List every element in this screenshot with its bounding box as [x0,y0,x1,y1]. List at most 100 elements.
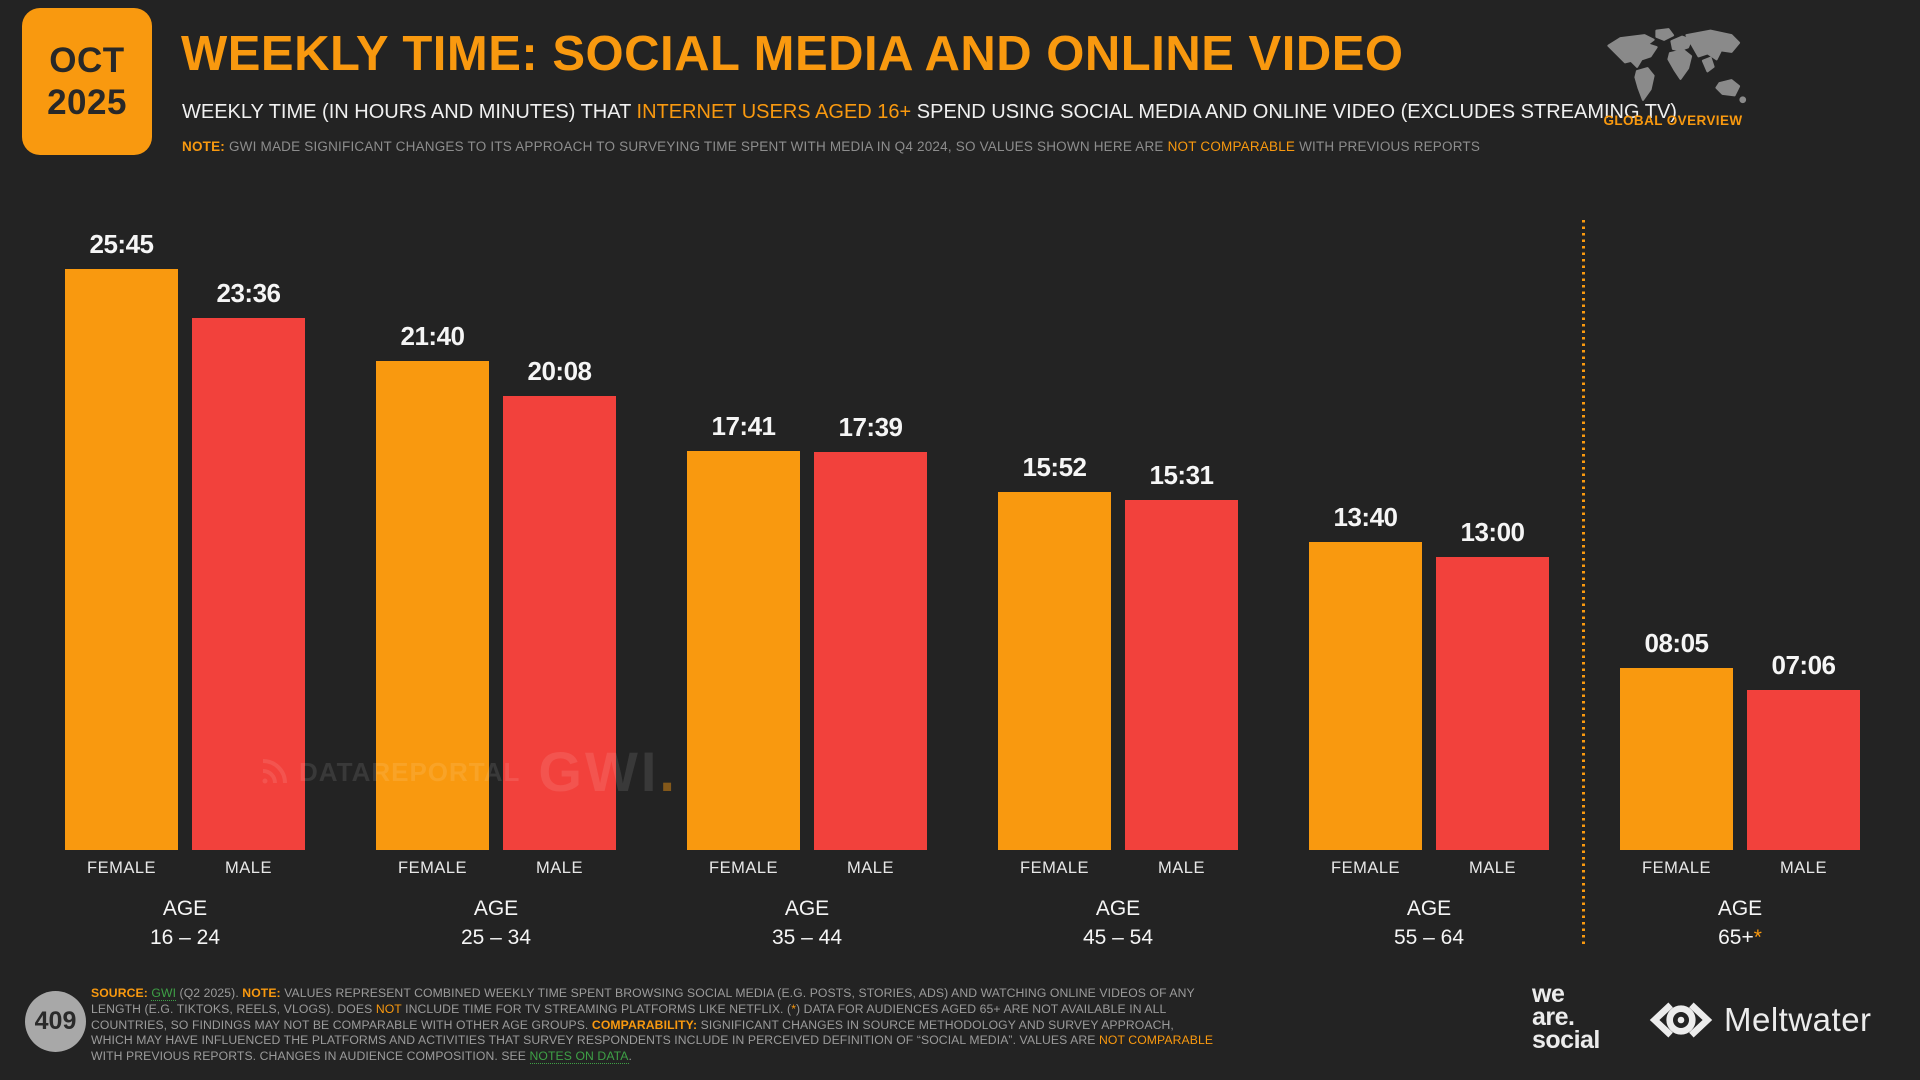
datareportal-watermark-text: DATAREPORTAL [299,756,521,787]
age-group: 21:40 FEMALE 20:08 MALE AGE 25 – 34 [376,170,616,949]
bar-female [1309,542,1422,850]
series-label: MALE [1469,859,1516,877]
footer-text-segment: * [791,1001,797,1016]
bar-column-male: 07:06 MALE [1747,170,1860,877]
series-label: FEMALE [708,859,779,877]
age-65-separator-line [1582,220,1585,946]
bar-column-male: 23:36 MALE [192,170,305,877]
footer-link[interactable]: NOTES ON DATA [529,1049,629,1065]
age-range: 55 – 64 [1393,926,1465,949]
bar-value-label: 17:39 [838,412,904,442]
age-group-label: AGE 35 – 44 [687,894,927,952]
region-label: GLOBAL OVERVIEW [1603,113,1743,128]
we-are-social-logo: we are. social [1532,980,1600,1054]
series-label: FEMALE [86,859,157,877]
age-group-label: AGE 65+* [1620,894,1860,952]
bar-column-female: 17:41 FEMALE [687,170,800,877]
note-highlight: NOT COMPARABLE [1167,139,1296,154]
gwi-watermark-dot: . [659,740,678,803]
gwi-watermark: GWI. [538,744,678,800]
bar-column-female: 25:45 FEMALE [65,170,178,877]
bar-value-label: 20:08 [527,356,593,386]
bar-value-label: 13:00 [1460,517,1526,547]
age-range: 35 – 44 [771,926,843,949]
bar-value-label: 23:36 [216,278,282,308]
age-group: 17:41 FEMALE 17:39 MALE AGE 35 – 44 [687,170,927,949]
bar-column-female: 15:52 FEMALE [998,170,1111,877]
page-title: WEEKLY TIME: SOCIAL MEDIA AND ONLINE VID… [181,27,1404,81]
page-number: 409 [34,1007,77,1035]
age-range: 45 – 54 [1082,926,1154,949]
age-group: 13:40 FEMALE 13:00 MALE AGE 55 – 64 [1309,170,1549,949]
age-word: AGE [784,897,830,920]
we-are-social-line2: are. [1532,1003,1575,1031]
we-are-social-line3: social [1532,1026,1600,1054]
bar-value-label: 17:41 [711,411,777,441]
subtitle-text-tail: SPEND USING SOCIAL MEDIA AND ONLINE VIDE… [911,101,1677,123]
bar-value-label: 25:45 [89,229,155,259]
series-label: FEMALE [1019,859,1090,877]
gwi-watermark-text: GWI [538,740,660,803]
footer-text-segment: . [628,1049,633,1064]
bar-value-label: 07:06 [1771,650,1837,680]
bar-female [998,492,1111,850]
age-word: AGE [473,897,519,920]
bar-column-male: 20:08 MALE [503,170,616,877]
footer-text-segment: WITH PREVIOUS REPORTS. CHANGES IN AUDIEN… [91,1049,530,1064]
age-group-label: AGE 55 – 64 [1309,894,1549,952]
bar-female [376,361,489,850]
bar-male [1436,557,1549,850]
footer-text-segment: ) DATA FOR AUDIENCES AGED 65+ ARE NOT AV… [91,1001,1166,1032]
footer-text-segment: SOURCE: [91,986,152,1000]
bar-value-label: 13:40 [1333,502,1399,532]
subtitle-highlight: INTERNET USERS AGED 16+ [636,101,912,123]
note-label: NOTE: [182,139,225,154]
page-number-badge: 409 [25,991,86,1052]
age-group-label: AGE 16 – 24 [65,894,305,952]
footer-text-segment: VALUES REPRESENT COMBINED WEEKLY TIME SP… [91,986,1195,1016]
datareportal-watermark: DATAREPORTAL [256,755,520,789]
series-label: MALE [847,859,894,877]
bar-male [1125,500,1238,850]
age-footnote-marker: * [1753,926,1762,949]
series-label: MALE [1158,859,1205,877]
world-map-icon [1607,28,1747,104]
footer-link[interactable]: GWI [151,986,177,1001]
header-note: NOTE: GWI MADE SIGNIFICANT CHANGES TO IT… [182,139,1480,154]
meltwater-logo: Meltwater [1648,999,1872,1041]
watermark: DATAREPORTAL GWI. [256,744,678,800]
age-word: AGE [1406,897,1452,920]
age-range: 25 – 34 [460,926,532,949]
series-label: FEMALE [1330,859,1401,877]
bar-column-female: 21:40 FEMALE [376,170,489,877]
footer-text-segment: (Q2 2025). [176,986,243,1000]
note-text-tail: WITH PREVIOUS REPORTS [1295,139,1481,154]
age-word: AGE [1717,897,1763,920]
age-group-label: AGE 25 – 34 [376,894,616,952]
meltwater-logo-text: Meltwater [1724,1001,1872,1038]
bar-column-male: 15:31 MALE [1125,170,1238,877]
bar-male [503,396,616,850]
subtitle-text: WEEKLY TIME (IN HOURS AND MINUTES) THAT [182,101,637,123]
footer-text-segment: SIGNIFICANT CHANGES IN SOURCE METHODOLOG… [91,1017,1174,1048]
meltwater-logo-icon [1649,1002,1713,1038]
footer-text-segment: COMPARABILITY: [591,1017,701,1032]
we-are-social-line1: we [1532,980,1565,1008]
bar-female [687,451,800,850]
series-label: MALE [1780,859,1827,877]
bar-column-male: 13:00 MALE [1436,170,1549,877]
series-label: MALE [225,859,272,877]
age-range: 16 – 24 [149,926,221,949]
age-word: AGE [162,897,208,920]
subtitle: WEEKLY TIME (IN HOURS AND MINUTES) THAT … [182,101,1677,124]
bar-value-label: 08:05 [1644,628,1710,658]
series-label: FEMALE [397,859,468,877]
age-group: 25:45 FEMALE 23:36 MALE AGE 16 – 24 [65,170,305,949]
age-group: 08:05 FEMALE 07:06 MALE AGE 65+* [1620,170,1860,949]
bar-value-label: 15:31 [1149,460,1215,490]
footer-text-segment: NOT [375,1001,402,1016]
series-label: MALE [536,859,583,877]
age-range: 65+ [1718,926,1754,949]
bar-male [192,318,305,850]
